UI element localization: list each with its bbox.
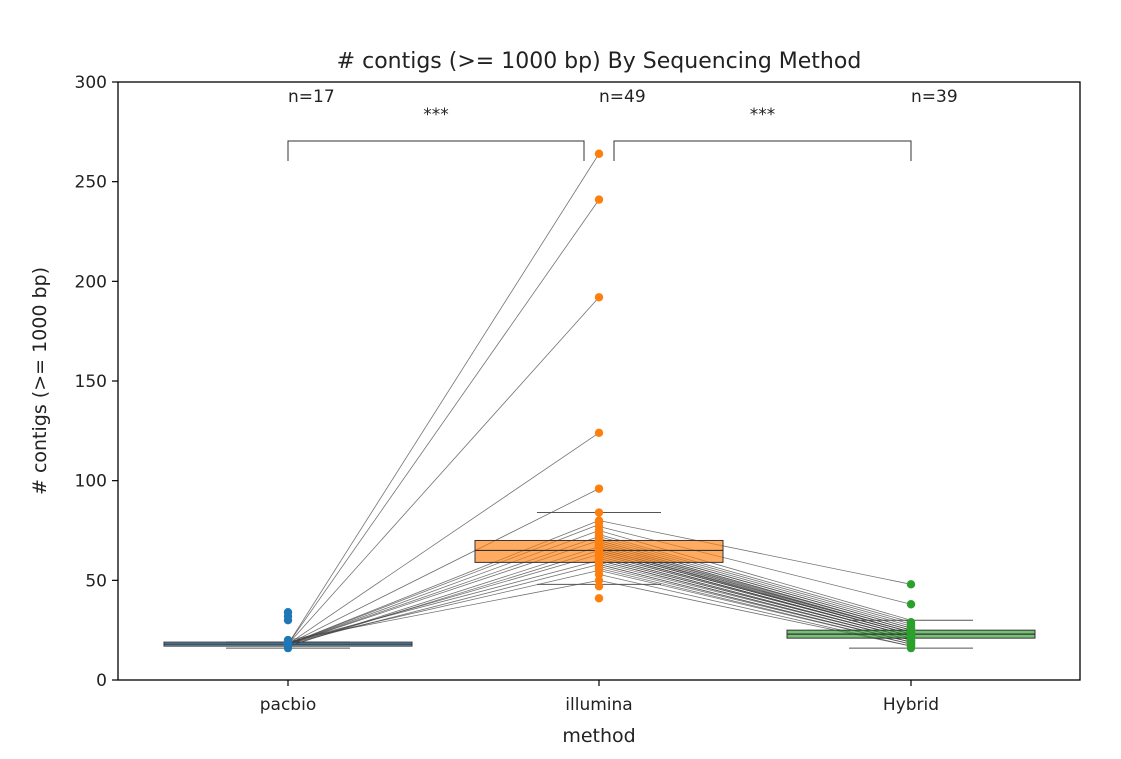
paired-line — [287, 560, 600, 643]
paired-line — [287, 297, 600, 645]
paired-line — [598, 565, 912, 643]
annotations-layer: n=17 n=49 n=39 *** *** — [287, 87, 958, 161]
paired-line — [598, 520, 912, 585]
y-tick-label: 300 — [75, 73, 107, 93]
paired-line — [287, 432, 600, 645]
x-tick-label: pacbio — [260, 695, 316, 715]
data-point-illumina — [594, 508, 604, 517]
data-point-Hybrid — [906, 580, 916, 589]
y-tick-label: 100 — [75, 472, 107, 492]
y-tick-label: 200 — [75, 272, 107, 292]
points-layer — [283, 149, 916, 653]
data-point-illumina — [594, 484, 604, 493]
data-point-illumina — [594, 516, 604, 525]
paired-line — [598, 554, 912, 637]
data-point-Hybrid — [906, 617, 916, 627]
data-point-illumina — [594, 293, 604, 302]
paired-line — [287, 199, 600, 645]
y-tick-label: 0 — [96, 671, 107, 691]
data-point-illumina — [594, 576, 604, 585]
paired-line — [598, 558, 912, 639]
y-tick-label: 50 — [85, 571, 107, 591]
paired-line — [598, 562, 912, 641]
data-point-pacbio — [283, 608, 293, 617]
y-axis-label: # contigs (>= 1000 bp) — [29, 267, 51, 495]
paired-line — [287, 579, 600, 641]
paired-line — [287, 153, 600, 645]
data-point-illumina — [594, 428, 604, 438]
significance-bracket — [613, 140, 912, 161]
data-point-illumina — [594, 594, 604, 603]
paired-line — [287, 488, 600, 645]
x-axis-label: method — [562, 725, 635, 747]
paired-line — [287, 563, 600, 645]
paired-line — [598, 526, 912, 605]
significance-label: *** — [423, 105, 449, 125]
significance-bracket — [287, 140, 585, 161]
paired-line — [287, 520, 600, 645]
data-point-pacbio — [283, 635, 293, 645]
data-point-illumina — [594, 149, 604, 158]
count-label: n=39 — [911, 87, 958, 107]
x-tick-label: illumina — [565, 695, 632, 715]
chart-title: # contigs (>= 1000 bp) By Sequencing Met… — [337, 49, 862, 74]
y-tick-label: 150 — [75, 372, 107, 392]
paired-lines-layer — [287, 153, 912, 647]
data-point-illumina — [594, 582, 604, 591]
paired-line — [287, 554, 600, 645]
axes-layer: 0 50 100 150 200 250 300 pacbio illumina Hybrid — [75, 73, 940, 715]
significance-label: *** — [750, 105, 776, 125]
count-label: n=17 — [288, 87, 335, 107]
x-tick-label: Hybrid — [883, 695, 939, 715]
y-tick-label: 250 — [75, 173, 107, 193]
data-point-Hybrid — [906, 600, 916, 609]
count-label: n=49 — [599, 87, 646, 107]
data-point-illumina — [594, 195, 604, 204]
